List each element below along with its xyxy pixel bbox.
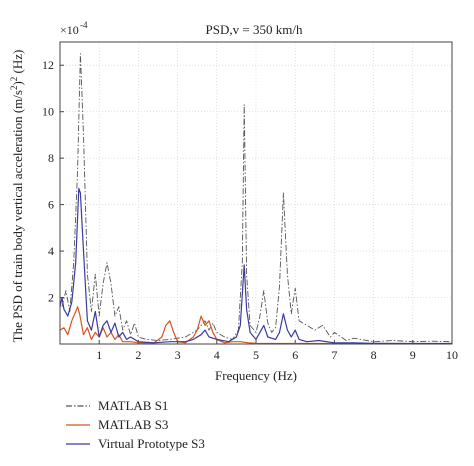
x-tick-label: 9 [410, 348, 416, 362]
legend-label-2: MATLAB S3 [98, 417, 168, 432]
x-tick-label: 4 [214, 348, 220, 362]
x-tick-label: 10 [446, 348, 458, 362]
x-tick-labels: 1 2 3 4 5 6 7 8 9 10 [96, 348, 458, 362]
x-tick-label: 2 [135, 348, 141, 362]
legend: MATLAB S1 MATLAB S3 Virtual Prototype S3 [66, 398, 205, 451]
chart-title: PSD,v = 350 km/h [206, 22, 303, 37]
x-tick-label: 5 [253, 348, 259, 362]
y-axis-label-part-3: (Hz) [10, 50, 25, 77]
x-tick-label: 6 [292, 348, 298, 362]
y-tick-label: 6 [48, 198, 54, 212]
y-tick-label: 2 [48, 291, 54, 305]
y-tick-label: 12 [42, 58, 54, 72]
x-tick-label: 7 [331, 348, 337, 362]
y-multiplier-exponent: -4 [80, 20, 88, 30]
grid [60, 42, 452, 344]
x-tick-label: 1 [96, 348, 102, 362]
y-tick-label: 8 [48, 151, 54, 165]
y-tick-label: 10 [42, 105, 54, 119]
y-tick-labels: 2 4 6 8 10 12 [42, 58, 54, 304]
y-axis-label-part-1: The PSD of train body vertical accelerat… [10, 90, 25, 342]
legend-label-1: MATLAB S1 [98, 398, 168, 413]
y-tick-label: 4 [48, 244, 54, 258]
x-tick-label: 8 [371, 348, 377, 362]
series-line-3 [60, 188, 452, 343]
x-axis-label: Frequency (Hz) [215, 368, 297, 383]
legend-label-3: Virtual Prototype S3 [98, 436, 205, 451]
x-tick-label: 3 [175, 348, 181, 362]
series-line-1 [62, 54, 452, 342]
y-axis-label: The PSD of train body vertical accelerat… [9, 50, 25, 343]
y-multiplier-base: ×10 [60, 23, 79, 37]
